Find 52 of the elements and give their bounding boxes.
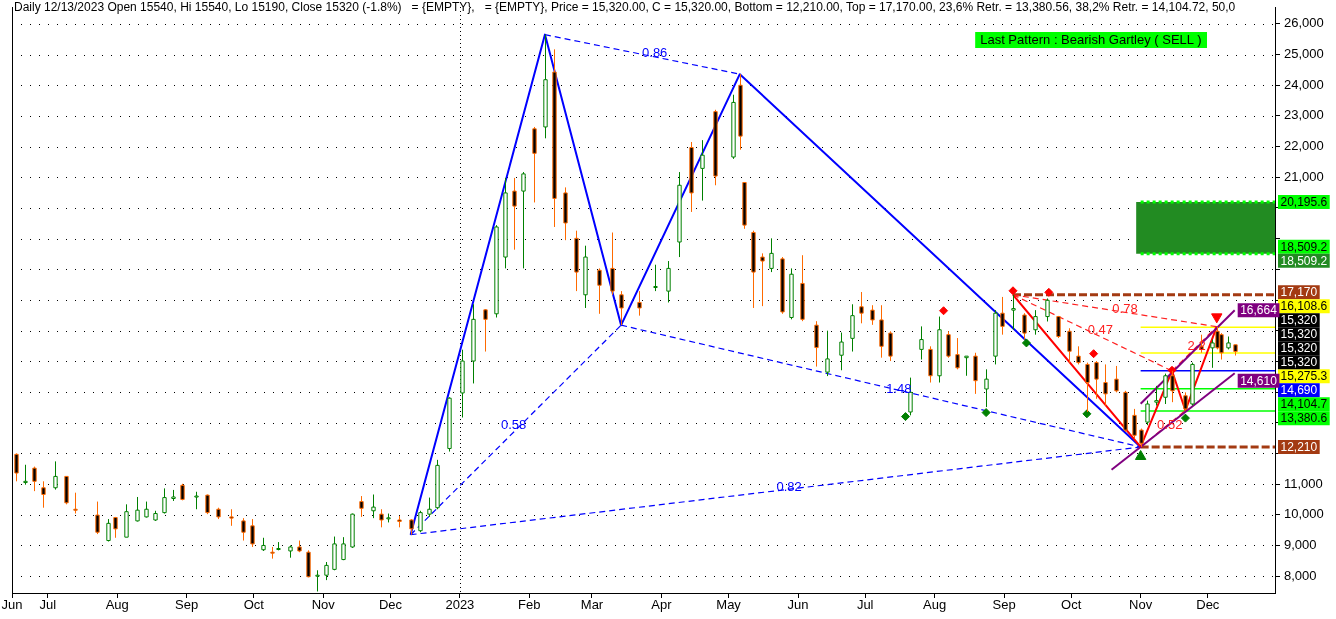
- x-tick-label: Dec: [1196, 597, 1220, 613]
- annotation: 0.78: [1112, 300, 1138, 316]
- x-tick-label: Apr: [651, 597, 673, 613]
- annotation: 0.82: [776, 478, 802, 494]
- y-tick-label: 24,000: [1284, 76, 1324, 92]
- x-tick-label: Sep: [992, 597, 1016, 613]
- y-tick-label: 21,000: [1284, 168, 1324, 184]
- data-label: 13,380.6: [1280, 411, 1328, 426]
- y-tick-label: 26,000: [1284, 15, 1324, 31]
- annotation: 0.47: [1087, 322, 1113, 338]
- data-label: 16,664: [1240, 303, 1278, 318]
- y-tick-label: 10,000: [1284, 506, 1324, 522]
- x-tick-label: Nov: [1129, 597, 1153, 613]
- data-label: 12,210: [1280, 439, 1318, 454]
- y-tick-label: 23,000: [1284, 107, 1324, 123]
- y-tick-label: 25,000: [1284, 46, 1324, 62]
- text: 15,320: [1280, 341, 1318, 356]
- x-tick-label: Aug: [105, 597, 129, 613]
- text: 15,320: [1280, 313, 1318, 328]
- x-tick-label: Feb: [518, 597, 541, 613]
- y-tick-label: 11,000: [1284, 475, 1323, 491]
- data-label: 20,195.6: [1280, 194, 1328, 209]
- x-tick-label: Jun: [1, 597, 23, 613]
- annotation: Last Pattern : Bearish Gartley ( SELL ): [980, 32, 1202, 48]
- data-label: 17,170: [1280, 285, 1318, 300]
- x-tick-label: Jul: [39, 597, 57, 613]
- annotation: 0.86: [642, 44, 668, 60]
- data-label: 15,275.3: [1280, 369, 1328, 384]
- annotation: 0.58: [500, 417, 527, 433]
- data-label: 14,610: [1240, 373, 1278, 388]
- x-tick-label: Oct: [1061, 597, 1082, 613]
- data-label: 18,509.2: [1280, 239, 1328, 254]
- chart-title: Daily 12/13/2023 Open 15540, Hi 15540, Lo 15190, Close 15320 (-1.8%) = {EMPTY}, = {EMPTY}, Price = 15,320.00, C = 15,320.00, Bottom = 12,210.00, Top = 17,170.00, 23,6% Retr. = 13,380.56, 38,2% Retr. = 14,104.72, 50,0: [14, 0, 1236, 15]
- x-tick-label: Dec: [378, 597, 403, 613]
- x-tick-label: 2023: [445, 597, 475, 613]
- data-label: 16,108.6: [1280, 299, 1328, 314]
- x-tick-label: Sep: [175, 597, 199, 613]
- y-tick-label: 8,000: [1284, 567, 1317, 583]
- band-label: 18,509.2: [1280, 253, 1328, 268]
- x-tick-label: Nov: [311, 597, 336, 613]
- text: 15,320: [1280, 355, 1318, 370]
- data-label: 14,104.7: [1280, 397, 1328, 412]
- x-tick-label: Oct: [243, 597, 265, 613]
- data-label: 14,690: [1280, 383, 1318, 398]
- x-tick-label: May: [716, 597, 742, 613]
- y-tick-label: 9,000: [1284, 537, 1317, 553]
- x-tick-label: Jul: [856, 597, 874, 613]
- x-tick-label: Aug: [923, 597, 947, 613]
- x-tick-label: Jun: [787, 597, 809, 613]
- text: 15,320: [1280, 327, 1318, 342]
- y-tick-label: 22,000: [1284, 138, 1324, 154]
- x-tick-label: Mar: [580, 597, 604, 613]
